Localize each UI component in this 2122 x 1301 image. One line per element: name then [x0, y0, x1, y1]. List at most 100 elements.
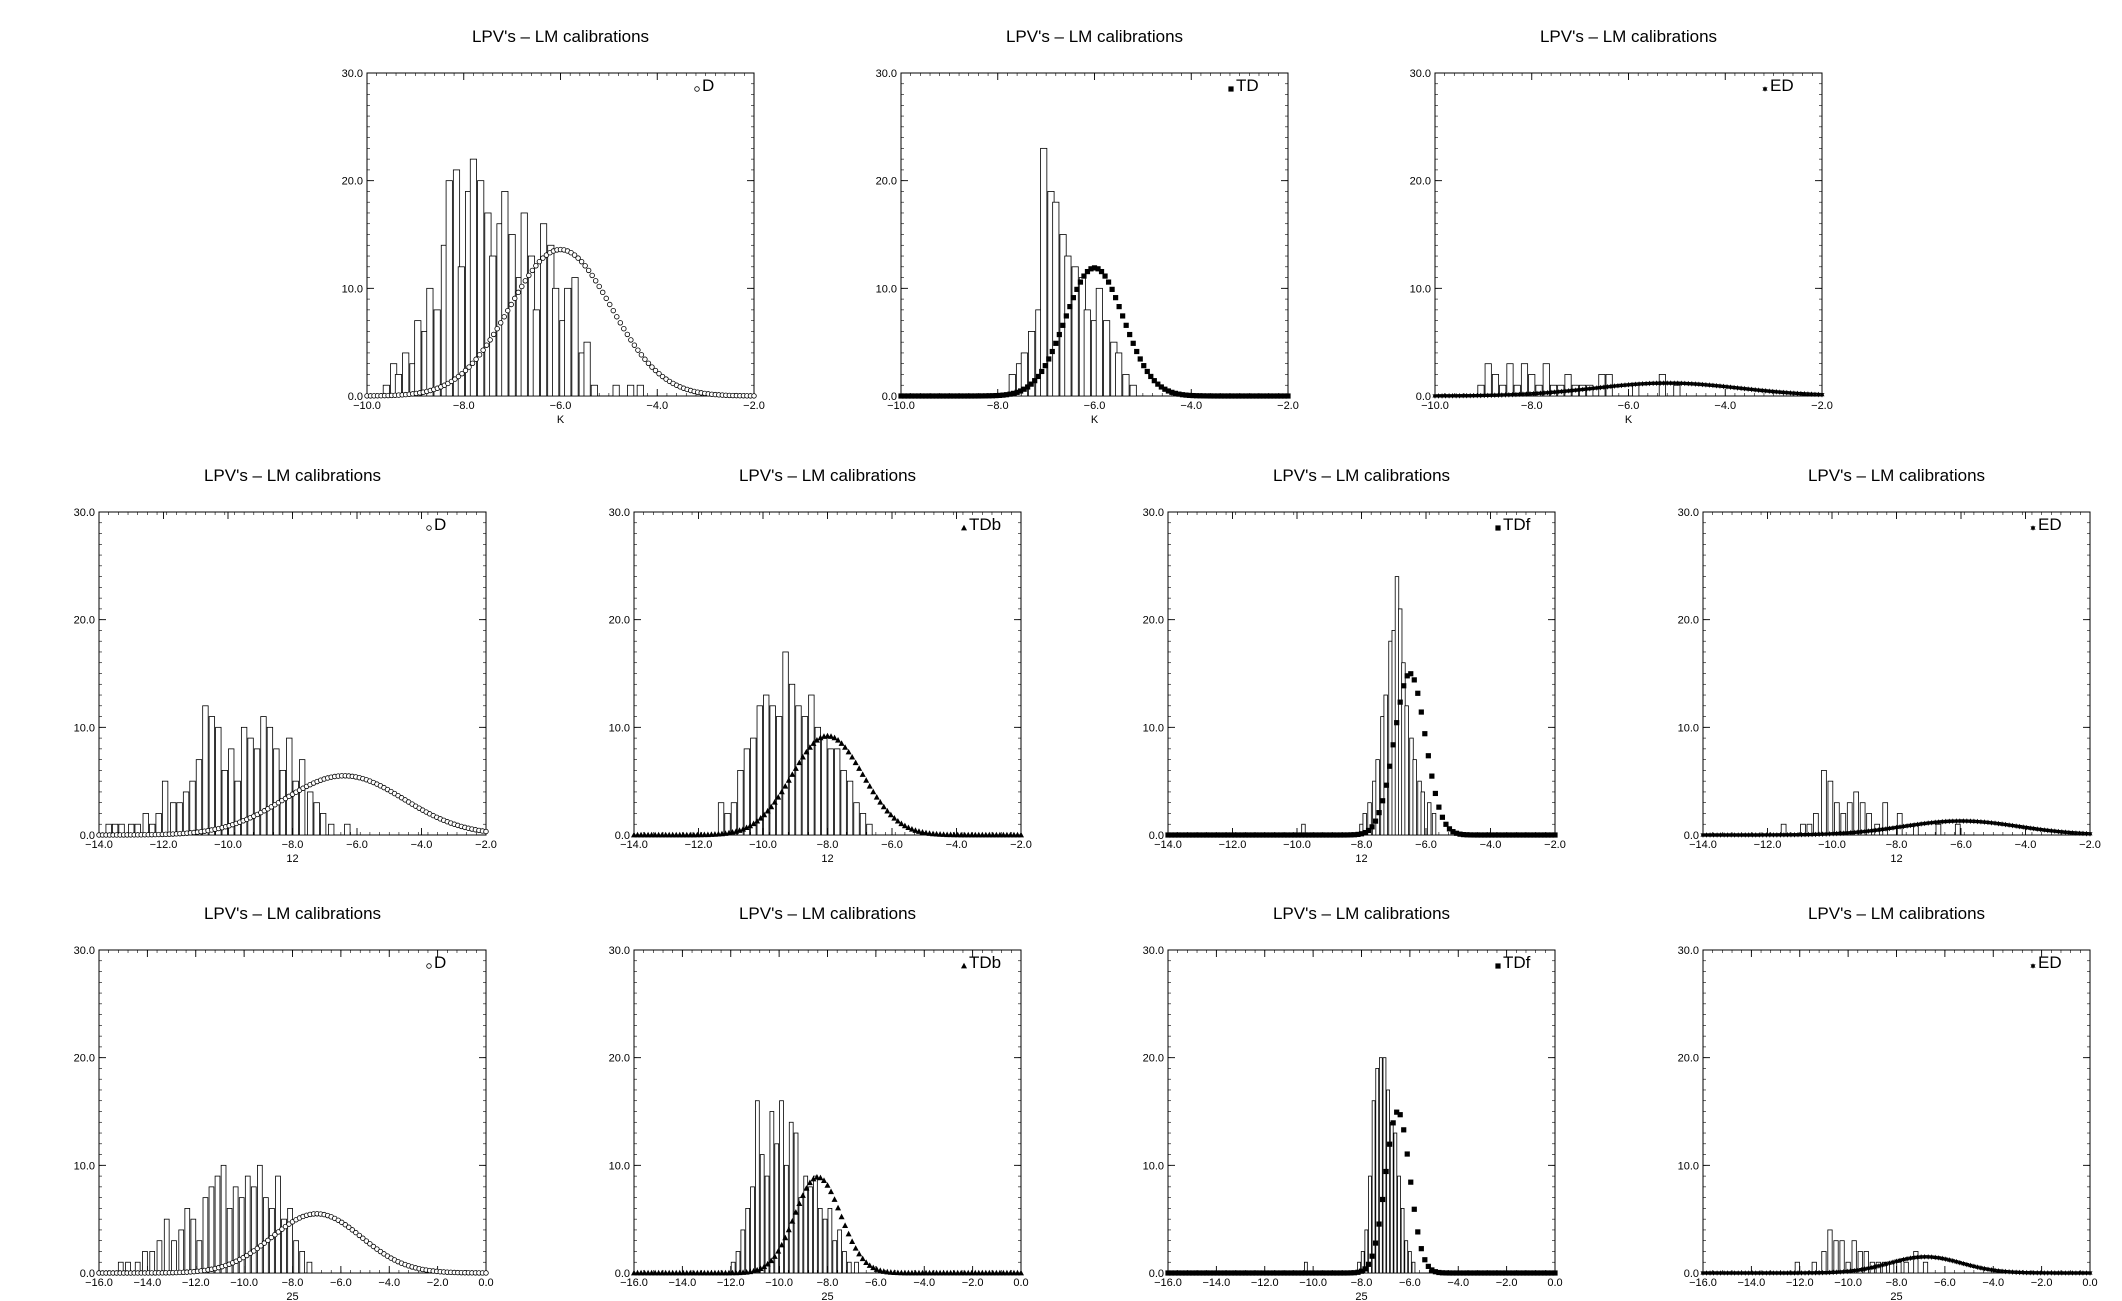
fit-curve-point [649, 364, 655, 370]
fit-curve-point [1784, 833, 1790, 838]
fit-curve-point [1464, 832, 1470, 838]
fit-curve-point [1404, 1151, 1410, 1157]
x-axis-label: 25 [1355, 1291, 1367, 1301]
fit-curve-point [1330, 1270, 1336, 1276]
fit-curve-point [849, 1238, 856, 1244]
fit-curve-point [856, 765, 863, 771]
fit-curve-point [1816, 832, 1822, 838]
fit-curve-point [1141, 363, 1147, 369]
fit-curve-point [940, 393, 946, 399]
fit-curve-point [1204, 832, 1210, 838]
fit-curve-point [1806, 1271, 1812, 1276]
fit-curve-point [1739, 1271, 1745, 1276]
fit-curve-point [1538, 832, 1544, 838]
legend-marker [1762, 87, 1768, 92]
fit-curve-point [1197, 393, 1203, 399]
fit-curve-point [1527, 392, 1533, 397]
histogram-bar [292, 780, 299, 836]
histogram-bar [1364, 1229, 1369, 1274]
x-tick-label: −12.0 [182, 1277, 210, 1289]
fit-curve-point [1714, 1271, 1720, 1276]
y-tick-label: 0.0 [1684, 830, 1699, 842]
histogram-bar [808, 1186, 813, 1274]
fit-curve-point [1770, 1271, 1776, 1276]
fit-curve-point [1067, 304, 1073, 310]
fit-curve-point [1869, 829, 1875, 834]
fit-curve-point [1749, 387, 1755, 393]
fit-curve-point [1162, 386, 1168, 392]
x-tick-label: −10.0 [1818, 839, 1846, 851]
fit-curve-point [1337, 1270, 1343, 1276]
fit-curve-point [1049, 348, 1055, 355]
fit-curve-point [1918, 822, 1924, 827]
fit-curve-point [659, 373, 666, 380]
fit-curve-point [856, 1250, 863, 1257]
fit-curve-point [1341, 1270, 1347, 1276]
fit-curve-point [954, 393, 960, 399]
fit-curve-point [1179, 1270, 1185, 1276]
histogram-bar [214, 1175, 221, 1274]
fit-curve-point [1671, 381, 1677, 386]
legend-marker [2030, 526, 2036, 531]
fit-curve-point [1200, 1270, 1206, 1276]
fit-curve-point [1689, 382, 1695, 387]
fit-curve-point [1467, 832, 1474, 838]
fit-curve-point [810, 1175, 817, 1182]
histogram-bar [1846, 802, 1853, 836]
x-tick-label: −12.0 [1786, 1277, 1814, 1289]
fit-curve-point [1960, 819, 1966, 824]
histogram-bar [263, 1197, 269, 1274]
histogram-bar [798, 1197, 804, 1274]
fit-curve-point [1179, 832, 1185, 838]
fit-curve-point [1257, 393, 1263, 399]
fit-curve-point [2006, 1270, 2012, 1275]
fit-curve-point [1042, 363, 1048, 369]
y-tick-label: 30.0 [609, 945, 630, 957]
fit-curve-point [483, 342, 490, 348]
fit-curve-point [265, 1237, 271, 1244]
legend-marker [961, 524, 967, 531]
fit-curve-point [1499, 1270, 1505, 1276]
fit-curve-point [2041, 1271, 2047, 1276]
fit-curve-point [880, 803, 887, 810]
fit-curve-point [1837, 831, 1843, 837]
fit-curve-point [1548, 390, 1554, 396]
fit-curve-point [761, 1263, 768, 1270]
fit-curve-point [1274, 393, 1281, 399]
plot-frame [1434, 72, 1823, 397]
plot-frame [633, 511, 1022, 836]
fit-curve-point [533, 263, 539, 269]
fit-curve-point [1844, 1269, 1850, 1275]
fit-curve-point [961, 393, 967, 399]
fit-curve-point [901, 393, 908, 399]
fit-curve-point [1939, 820, 1945, 825]
fit-curve-point [1753, 1271, 1759, 1276]
fit-curve-point [1773, 390, 1779, 395]
x-tick-label: −4.0 [411, 839, 433, 851]
fit-curve-point [859, 1255, 866, 1262]
fit-curve-point [1263, 1270, 1270, 1276]
fit-curve-point [2034, 1271, 2040, 1276]
fit-curve-point [778, 788, 785, 795]
chart-title: LPV's – LM calibrations [739, 466, 916, 485]
histogram-bar [1821, 770, 1827, 836]
fit-curve-point [986, 393, 992, 399]
fit-curve-point [1495, 393, 1501, 398]
fit-curve-point [1929, 821, 1935, 826]
fit-curve-point [1309, 832, 1315, 838]
x-axis-label: 25 [821, 1291, 833, 1301]
fit-curve-point [947, 393, 953, 399]
fit-curve-point [1246, 393, 1252, 399]
fit-curve-point [743, 824, 750, 831]
y-tick-label: 0.0 [1149, 830, 1164, 842]
histogram-bar [155, 813, 162, 836]
histogram-bar [202, 1197, 209, 1274]
fit-curve-point [1225, 393, 1231, 399]
histogram-bar [1040, 147, 1048, 397]
x-tick-label: −8.0 [1886, 1277, 1908, 1289]
histogram-bar [244, 1175, 251, 1274]
fit-curve-point [919, 393, 925, 399]
fit-curve-point [1520, 832, 1526, 838]
fit-curve-point [1120, 313, 1126, 319]
histogram-bar [178, 1229, 185, 1274]
